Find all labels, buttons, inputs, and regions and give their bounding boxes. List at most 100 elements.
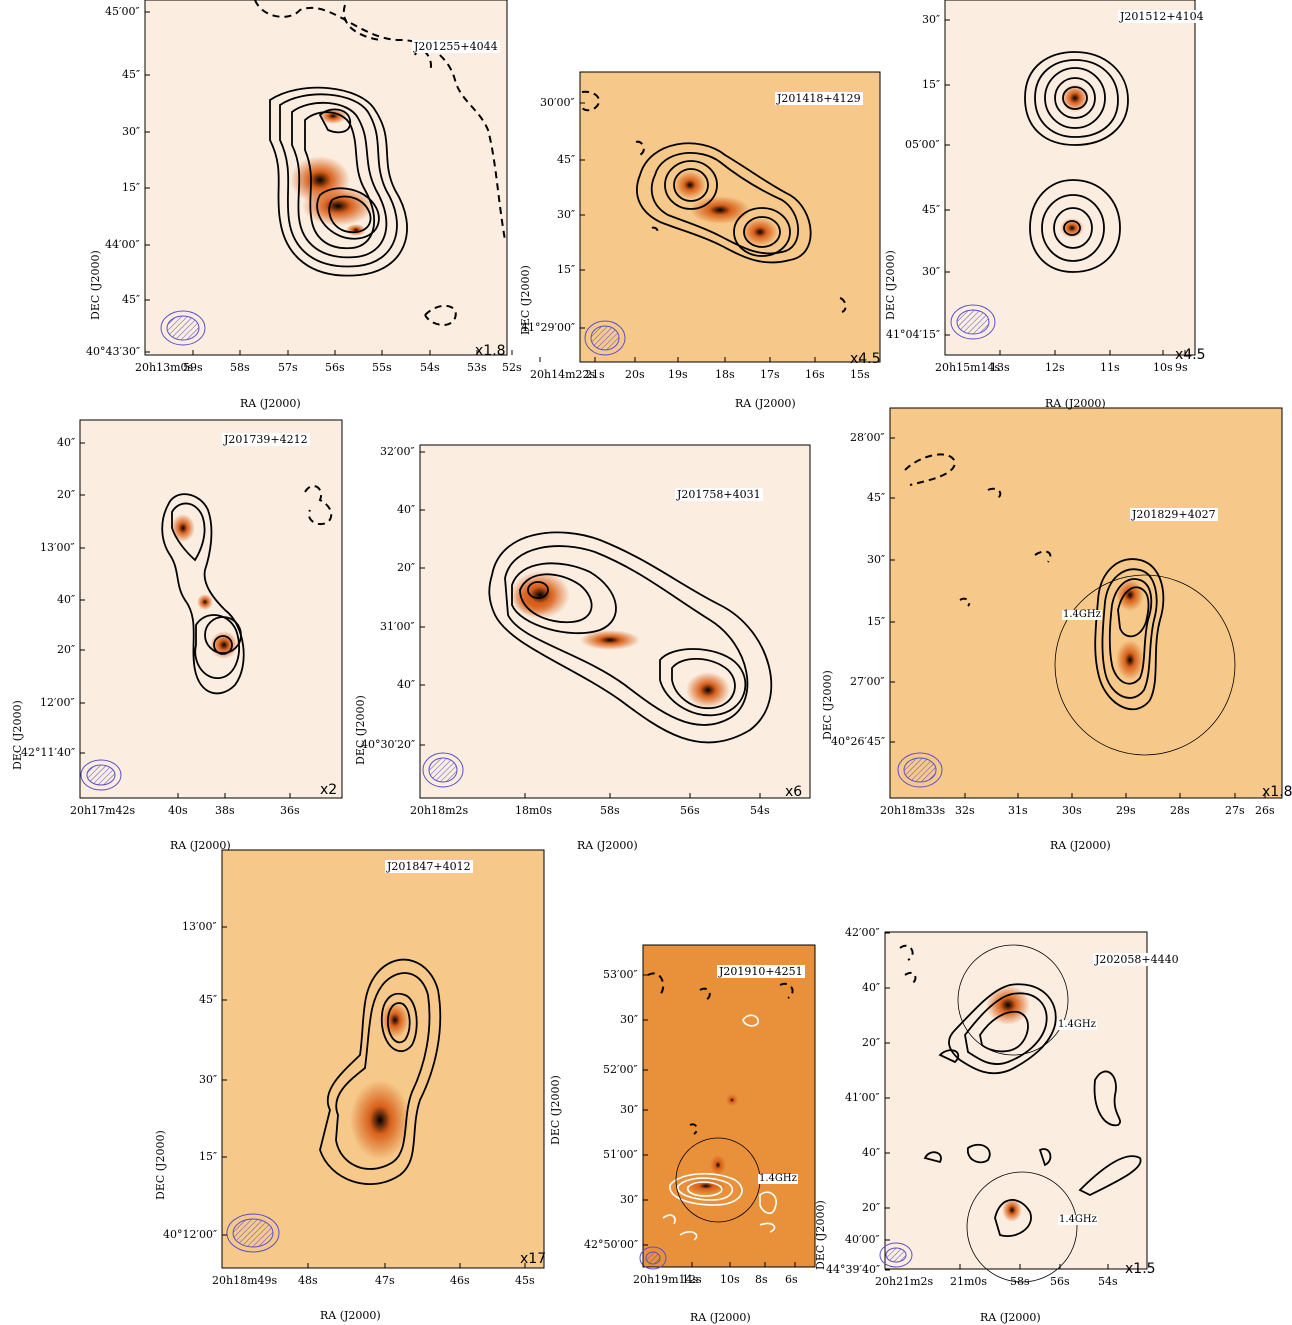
ra-tick-label: 26s [1255,804,1275,817]
ra-tick-label: 46s [450,1274,470,1287]
ra-tick-label: 21m0s [950,1275,988,1288]
ra-tick-label: 56s [1050,1275,1070,1288]
emission-peak [674,171,706,199]
contour-line [1024,51,1129,146]
beam-ellipse [956,309,990,335]
ra-tick-label: 31s [1008,804,1028,817]
dec-tick-label: 30″ [867,553,886,566]
contour-line [1062,86,1088,110]
ra-tick-label: 16s [805,368,825,381]
ra-tick-label: 10s [720,1273,740,1286]
ra-tick-label: 57s [278,361,298,374]
dec-axis-title: DEC (J2000) [821,670,834,740]
dec-tick-label: 30″ [620,1013,639,1026]
contour-line-white [677,1177,734,1201]
emission-peak [197,594,213,610]
contour-line [664,160,718,210]
scale-factor: x1.8 [475,343,506,359]
contour-line [659,648,747,717]
emission-peak [690,196,750,224]
ra-tick-label: 13s [990,361,1010,374]
contour-line [335,972,431,1170]
ra-tick-label: 32s [955,804,975,817]
position-circle [966,1171,1078,1283]
emission-peak [1116,640,1144,680]
frequency-label: 1.4GHz [758,1173,798,1184]
panel-p7 [221,849,545,1269]
ra-tick-label: 6s [785,1273,798,1286]
dec-tick-label: 31′00″ [380,620,415,633]
dec-tick-label: 13′00″ [40,541,75,554]
source-name: J201829+4027 [1130,508,1218,521]
negative-contour [779,982,794,999]
source-name: J201418+4129 [775,92,863,105]
dec-tick-label: 40″ [57,436,76,449]
panel-frame [642,944,816,1268]
ra-tick-label: 40s [168,804,188,817]
contour-line [733,207,791,257]
dec-axis-title: DEC (J2000) [549,1075,562,1145]
contour-line-white [662,1214,676,1225]
dec-tick-label: 40°43′30″ [86,345,141,358]
dec-tick-label: 30″ [620,1193,639,1206]
contour-line [671,657,736,709]
dec-tick-label: 32′00″ [380,445,415,458]
emission-peak [171,514,195,542]
dec-tick-label: 45″ [199,993,218,1006]
dec-tick-label: 28′00″ [850,431,885,444]
beam-ellipse [645,1251,661,1265]
panel-p1 [144,0,513,356]
emission-peak [726,1094,738,1106]
contour-line [1101,568,1158,699]
beam-ellipse [166,315,200,341]
emission-peak [580,630,640,650]
negative-contour [689,1123,698,1135]
ra-tick-label: 54s [750,804,770,817]
source-name: J201758+4031 [675,488,763,501]
dec-tick-label: 27′00″ [850,675,885,688]
ra-tick-label: 30s [1062,804,1082,817]
scale-factor: x4.5 [1175,347,1206,363]
ra-tick-label: 38s [215,804,235,817]
ra-tick-label: 20s [625,368,645,381]
negative-contour [254,0,506,241]
contour-line [269,86,408,277]
ra-tick-label: 20h19m14s [633,1273,699,1286]
dec-tick-label: 45″ [867,491,886,504]
contour-line [527,581,549,599]
dec-tick-label: 15″ [199,1150,218,1163]
emission-peak [290,156,350,204]
contour-line [504,545,749,726]
emission-peak [381,1002,409,1038]
beam-ellipse [86,764,116,786]
source-name: J201255+4044 [412,40,500,53]
panel-frame [221,849,545,1269]
emission-peak [686,672,730,708]
scale-factor: x17 [520,1251,547,1267]
panel-frame [419,444,811,799]
contour-line [1029,179,1121,273]
ra-axis-title: RA (J2000) [240,397,301,410]
contour-line [938,1049,960,1064]
dec-tick-label: 15″ [922,78,941,91]
dec-tick-label: 44′00″ [105,238,140,251]
panel-frame [889,407,1283,799]
panel-p3 [944,0,1196,356]
contour-line [1054,77,1096,119]
ra-tick-label: 56s [325,361,345,374]
contour-line-white [759,1191,777,1215]
negative-contour [635,140,645,156]
beam-outline [879,1242,913,1268]
ra-tick-label: 15s [850,368,870,381]
contour-line [994,1199,1032,1238]
dec-tick-label: 30″ [922,13,941,26]
negative-contour [424,304,457,326]
ra-tick-label: 52s [502,361,522,374]
contour-line [1038,1148,1052,1167]
negative-contour [647,972,665,996]
ra-tick-label: 18m0s [515,804,553,817]
dec-tick-label: 40″ [397,678,416,691]
emission-peak [1061,84,1089,112]
negative-contour [1034,550,1052,563]
